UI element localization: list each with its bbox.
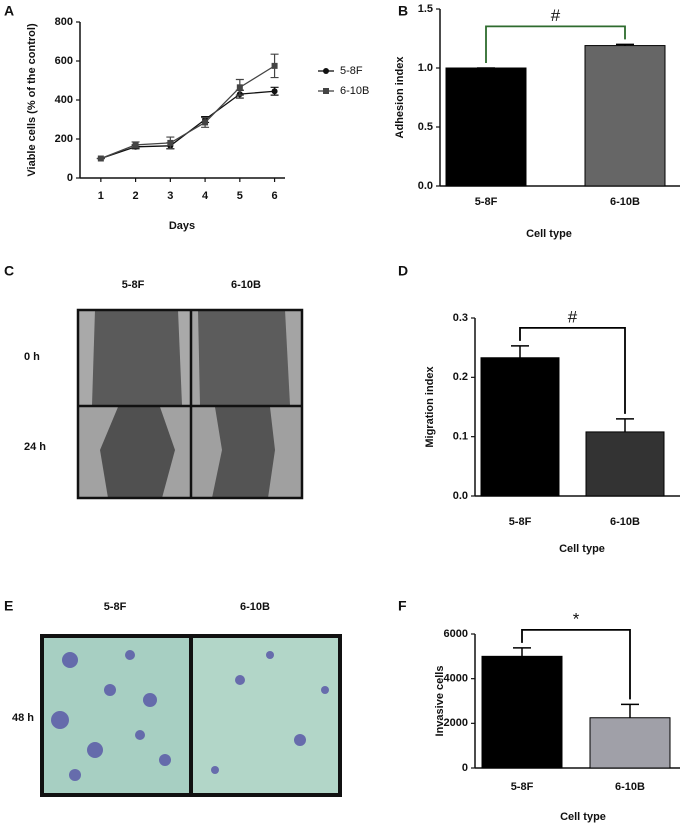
bar (445, 67, 527, 187)
x-tick-label: 6-10B (610, 196, 640, 208)
y-tick-label: 800 (55, 16, 73, 28)
x-tick-label: 3 (167, 190, 173, 202)
x-tick-label: 6 (272, 190, 278, 202)
legend-label: 6-10B (340, 85, 369, 97)
x-tick-label: 5 (237, 190, 243, 202)
y-axis-label: Migration index (424, 365, 436, 447)
bar (584, 45, 666, 187)
invasion-images (40, 634, 342, 797)
panel-label: D (398, 263, 408, 279)
y-tick-label: 0.0 (418, 180, 433, 192)
error-bar (621, 703, 639, 718)
x-axis-label: Days (169, 220, 195, 232)
x-axis-label: Cell type (559, 543, 605, 555)
y-axis-label: Adhesion index (394, 56, 406, 139)
column-label: 5-8F (104, 601, 127, 613)
x-tick-label: 5-8F (509, 516, 532, 528)
y-axis-label: Invasive cells (434, 666, 446, 737)
y-tick-label: 4000 (444, 673, 468, 685)
y-tick-label: 0 (462, 762, 468, 774)
y-tick-label: 1.5 (418, 3, 433, 15)
panel-label: E (4, 598, 13, 614)
marker (202, 119, 209, 126)
y-tick-label: 0 (67, 172, 73, 184)
wound-images (76, 308, 304, 500)
x-tick-label: 6-10B (615, 781, 645, 793)
panel-label: B (398, 3, 408, 19)
bar (585, 431, 665, 497)
panel-label: F (398, 598, 407, 614)
marker (167, 139, 174, 146)
row-label: 48 h (12, 712, 34, 724)
y-tick-label: 1.0 (418, 62, 433, 74)
marker (132, 141, 139, 148)
x-tick-label: 1 (98, 190, 104, 202)
legend-marker (323, 88, 329, 94)
annotation: * (573, 609, 580, 628)
bar (480, 357, 560, 497)
row-label: 24 h (24, 441, 46, 453)
bar (589, 717, 671, 769)
bar (481, 655, 563, 769)
x-tick-label: 6-10B (610, 516, 640, 528)
x-tick-label: 2 (133, 190, 139, 202)
x-axis-label: Cell type (560, 811, 606, 823)
significance-bracket (521, 628, 631, 700)
column-label: 6-10B (231, 279, 261, 291)
marker (236, 84, 243, 91)
annotation: # (568, 307, 578, 326)
y-tick-label: 6000 (444, 628, 468, 640)
significance-bracket (519, 326, 626, 414)
y-axis-label: Viable cells (% of the control) (26, 23, 38, 177)
column-label: 6-10B (240, 601, 270, 613)
row-label: 0 h (24, 351, 40, 363)
panel-label: A (4, 3, 14, 19)
marker (271, 62, 278, 69)
annotation: # (551, 6, 561, 25)
y-tick-label: 400 (55, 94, 73, 106)
x-axis-label: Cell type (526, 228, 572, 240)
panel-label: C (4, 263, 14, 279)
x-tick-label: 5-8F (511, 781, 534, 793)
legend-marker (323, 68, 329, 74)
marker (97, 155, 104, 162)
marker (271, 88, 278, 95)
y-tick-label: 0.0 (453, 490, 468, 502)
y-tick-label: 0.3 (453, 312, 468, 324)
legend-label: 5-8F (340, 65, 363, 77)
y-tick-label: 600 (55, 55, 73, 67)
column-label: 5-8F (122, 279, 145, 291)
x-tick-label: 4 (202, 190, 209, 202)
y-tick-label: 0.2 (453, 371, 468, 383)
series-line (100, 65, 275, 160)
y-tick-label: 0.1 (453, 431, 468, 443)
y-tick-label: 2000 (444, 717, 468, 729)
error-bar (616, 43, 634, 46)
error-bar (511, 345, 529, 358)
y-tick-label: 200 (55, 133, 73, 145)
error-bar (513, 647, 531, 657)
significance-bracket (485, 25, 626, 63)
y-tick-label: 0.5 (418, 121, 433, 133)
x-tick-label: 5-8F (475, 196, 498, 208)
error-bar (616, 418, 634, 432)
